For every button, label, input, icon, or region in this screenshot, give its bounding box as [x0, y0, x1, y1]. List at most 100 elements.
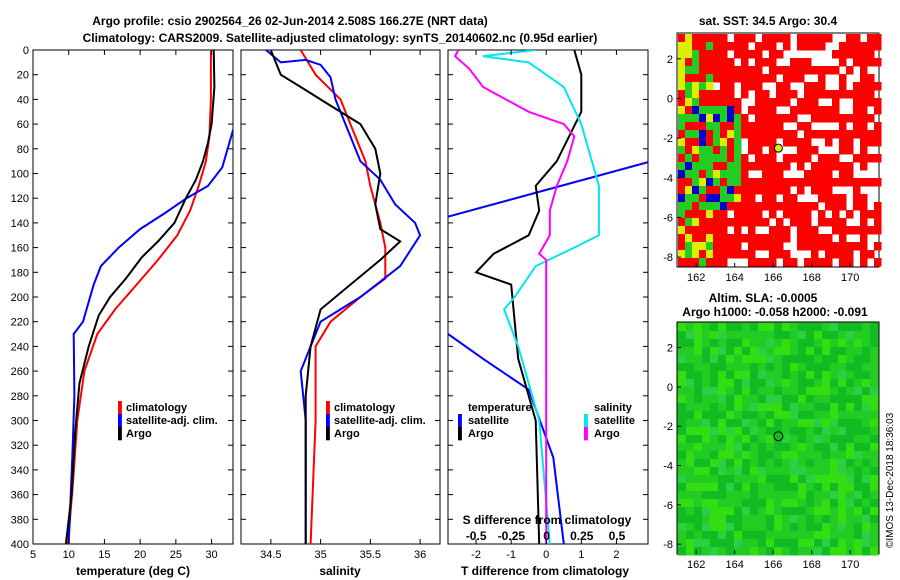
sla-cell	[854, 411, 863, 420]
sst-cell	[769, 226, 777, 235]
sst-cell	[692, 42, 700, 51]
sla-cell	[846, 539, 855, 548]
sst-cell	[867, 50, 875, 59]
sla-cell	[734, 419, 743, 428]
sst-cell	[825, 218, 833, 227]
sla-cell	[734, 539, 743, 548]
x-tick-label: 10	[63, 549, 75, 561]
sst-cell	[853, 226, 861, 235]
sla-cell	[710, 435, 719, 444]
sst-cell	[706, 250, 714, 259]
sst-cell	[748, 130, 756, 139]
sla-cell	[830, 347, 839, 356]
sla-cell	[710, 403, 719, 412]
sst-cell	[720, 226, 728, 235]
sla-cell	[838, 331, 847, 340]
sst-cell	[790, 114, 798, 123]
sst-cell	[769, 250, 777, 259]
sla-cell	[726, 379, 735, 388]
sst-cell	[734, 250, 742, 259]
sla-cell	[774, 363, 783, 372]
sst-cell	[678, 42, 686, 51]
sst-cell	[762, 178, 770, 187]
map-x-tick-label: 162	[687, 272, 705, 284]
sla-cell	[806, 483, 815, 492]
sla-cell	[678, 547, 687, 556]
sla-cell	[710, 459, 719, 468]
sst-cell	[769, 234, 777, 243]
sst-cell	[741, 250, 749, 259]
sla-cell	[750, 523, 759, 532]
sla-cell	[766, 435, 775, 444]
sla-cell	[742, 347, 751, 356]
sst-cell	[678, 178, 686, 187]
sla-cell	[806, 379, 815, 388]
sst-cell	[867, 226, 875, 235]
sst-cell	[727, 234, 735, 243]
sla-cell	[870, 515, 879, 524]
sla-cell	[758, 459, 767, 468]
sst-cell	[825, 154, 833, 163]
sla-cell	[854, 435, 863, 444]
sla-cell	[758, 435, 767, 444]
sla-cell	[822, 483, 831, 492]
sla-cell	[718, 371, 727, 380]
sla-cell	[846, 491, 855, 500]
sla-cell	[678, 363, 687, 372]
sla-cell	[766, 475, 775, 484]
sst-cell	[874, 138, 882, 147]
sst-cell	[776, 66, 784, 75]
sla-cell	[774, 323, 783, 332]
sla-cell	[726, 363, 735, 372]
sla-cell	[678, 347, 687, 356]
sst-cell	[734, 202, 742, 211]
sst-cell	[720, 66, 728, 75]
sst-cell	[790, 106, 798, 115]
sla-cell	[702, 499, 711, 508]
sla-cell	[742, 379, 751, 388]
map-x-tick-label: 164	[726, 559, 744, 571]
sla-cell	[750, 411, 759, 420]
map-y-tick-label: -6	[663, 212, 673, 224]
sla-cell	[782, 331, 791, 340]
sst-cell	[734, 218, 742, 227]
sst-cell	[818, 218, 826, 227]
temperature-axes-frame	[32, 49, 234, 545]
sla-cell	[718, 339, 727, 348]
y-tick-label: 100	[11, 169, 29, 181]
legend-label-argo: Argo	[334, 428, 360, 440]
sla-cell	[734, 523, 743, 532]
sst-cell	[769, 98, 777, 107]
sla-cell	[710, 531, 719, 540]
sla-cell	[678, 499, 687, 508]
sst-cell	[769, 210, 777, 219]
y-tick-label: 40	[17, 94, 29, 106]
sla-cell	[870, 395, 879, 404]
sst-cell	[755, 114, 763, 123]
sst-cell	[846, 170, 854, 179]
sla-cell	[814, 467, 823, 476]
sst-cell	[727, 170, 735, 179]
sst-cell	[776, 202, 784, 211]
sla-cell	[710, 339, 719, 348]
sst-cell	[825, 234, 833, 243]
sst-cell	[783, 178, 791, 187]
sst-cell	[699, 210, 707, 219]
sst-cell	[832, 226, 840, 235]
sla-cell	[790, 443, 799, 452]
sla-cell	[782, 355, 791, 364]
sst-cell	[692, 66, 700, 75]
sla-cell	[870, 459, 879, 468]
sst-cell	[685, 162, 693, 171]
sla-cell	[686, 523, 695, 532]
sla-cell	[710, 523, 719, 532]
sst-cell	[762, 58, 770, 67]
sla-cell	[750, 419, 759, 428]
sla-cell	[742, 411, 751, 420]
sla-cell	[814, 355, 823, 364]
sst-cell	[685, 234, 693, 243]
sst-cell	[860, 242, 868, 251]
sst-cell	[741, 154, 749, 163]
sst-cell	[678, 234, 686, 243]
sst-cell	[734, 210, 742, 219]
